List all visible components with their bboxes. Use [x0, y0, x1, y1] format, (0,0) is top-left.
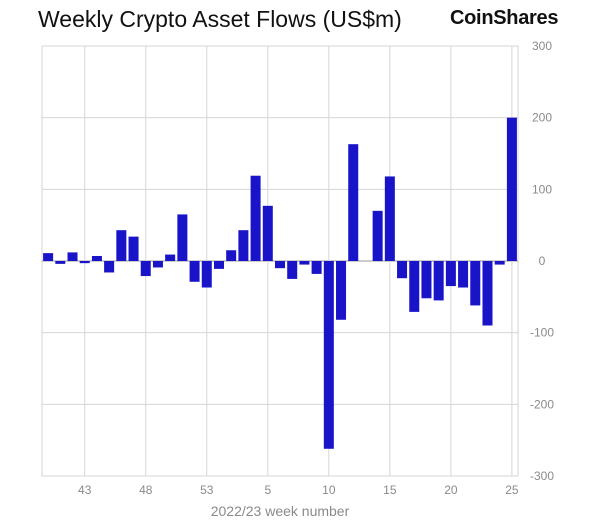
bar-week-25 [506, 117, 517, 262]
bar-week-7 [287, 261, 298, 279]
y-tick-label: 100 [532, 182, 552, 196]
x-tick-label: 10 [322, 483, 336, 497]
bar-week-41 [55, 261, 66, 264]
bar-week-11 [336, 261, 347, 320]
bar-week-49 [152, 261, 163, 268]
bar-week-2 [226, 250, 237, 261]
bar-week-9 [311, 261, 322, 274]
bar-week-45 [104, 261, 115, 273]
y-tick-label: 200 [532, 111, 552, 125]
x-tick-label: 43 [78, 483, 92, 497]
bar-week-16 [397, 261, 408, 279]
y-axis: 300 200 100 0 -100 -200 -300 [530, 39, 554, 483]
bar-week-14 [372, 210, 383, 261]
bar-week-17 [409, 261, 420, 312]
x-axis: 43 48 53 5 10 15 20 25 [78, 483, 519, 497]
bar-week-48 [140, 261, 151, 277]
x-tick-label: 5 [264, 483, 271, 497]
bar-week-21 [458, 261, 469, 288]
bar-week-4 [250, 175, 261, 261]
x-tick-label: 25 [505, 483, 519, 497]
bar-week-5 [262, 205, 273, 261]
bar-week-24 [494, 261, 505, 265]
bar-week-18 [421, 261, 432, 299]
bar-week-19 [433, 261, 444, 301]
bar-week-20 [445, 261, 456, 287]
bar-week-46 [116, 230, 127, 261]
bar-week-12 [348, 144, 359, 261]
y-tick-label: 300 [532, 39, 552, 53]
bar-series [43, 117, 517, 449]
x-axis-label: 2022/23 week number [211, 503, 350, 519]
y-tick-label: -100 [530, 326, 554, 340]
bar-week-47 [128, 236, 139, 261]
bar-week-53 [201, 261, 212, 288]
bar-week-23 [482, 261, 493, 326]
bar-week-40 [43, 253, 54, 261]
bar-week-52 [189, 261, 200, 282]
x-tick-label: 48 [139, 483, 153, 497]
bar-week-22 [470, 261, 481, 306]
bar-week-43 [79, 261, 90, 264]
chart-title: Weekly Crypto Asset Flows (US$m) [38, 6, 402, 32]
bar-week-3 [238, 230, 249, 261]
y-tick-label: 0 [539, 254, 546, 268]
coinshares-logo: CoinShares [450, 7, 559, 29]
bar-week-1 [213, 261, 224, 269]
x-tick-label: 20 [444, 483, 458, 497]
bar-week-10 [323, 261, 334, 449]
bar-week-42 [67, 252, 78, 261]
bar-week-51 [177, 214, 188, 261]
y-tick-label: -300 [530, 469, 554, 483]
x-tick-label: 53 [200, 483, 214, 497]
y-tick-label: -200 [530, 397, 554, 411]
bar-week-8 [299, 261, 310, 265]
bar-week-44 [91, 255, 102, 261]
bar-week-50 [165, 254, 176, 261]
x-tick-label: 15 [383, 483, 397, 497]
bar-week-6 [274, 261, 286, 269]
bar-week-15 [384, 176, 395, 261]
